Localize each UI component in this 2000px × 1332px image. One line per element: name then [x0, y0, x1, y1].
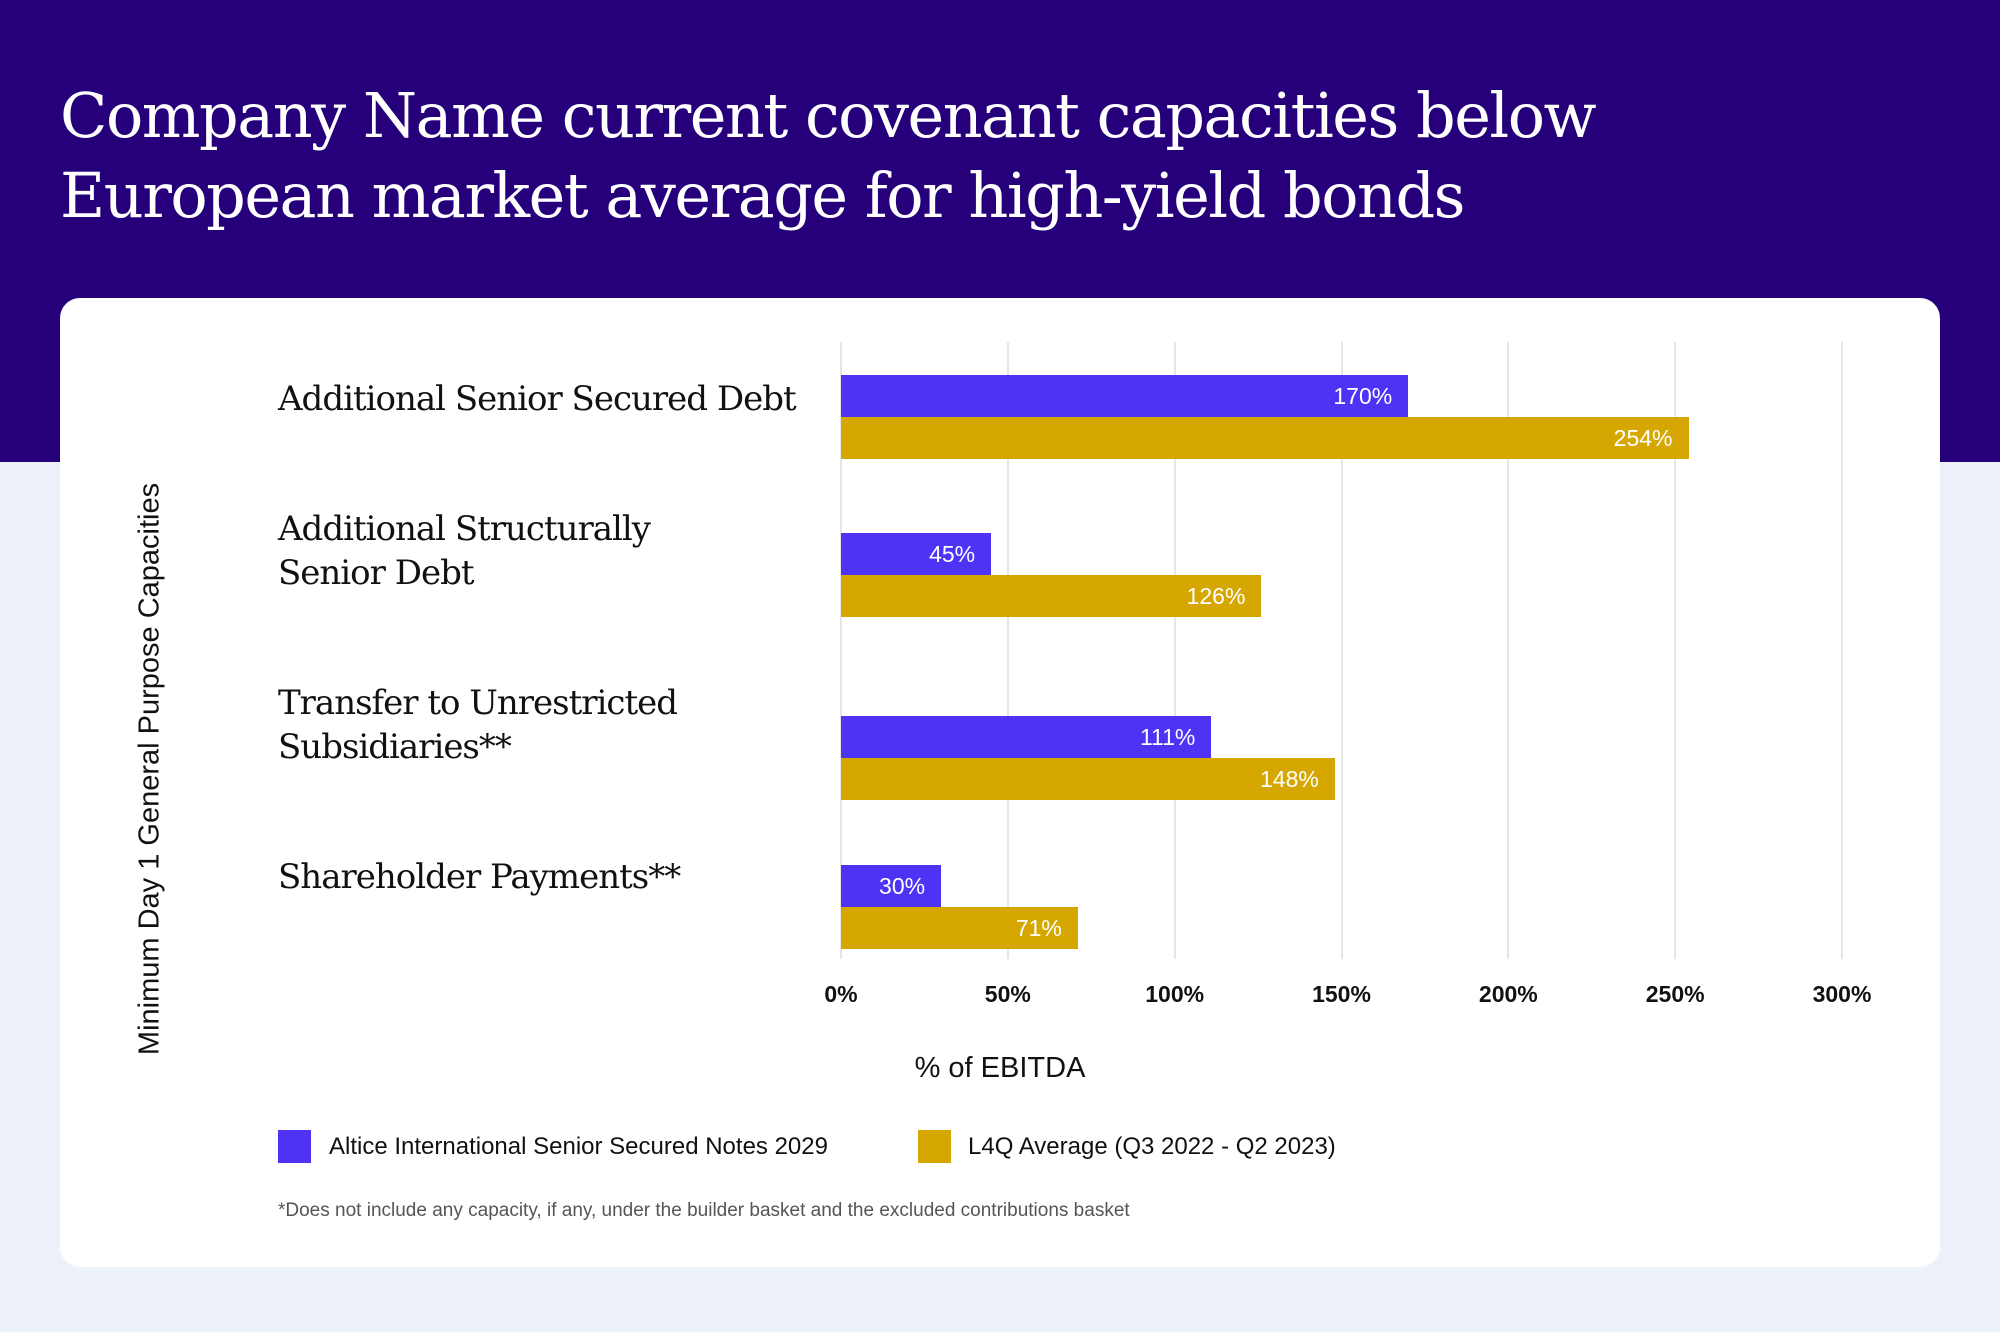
category-label-line: Additional Senior Secured Debt [278, 379, 797, 419]
bar-data-label: 30% [879, 873, 926, 899]
category-label-line: Transfer to Unrestricted [278, 683, 678, 723]
bar-series-1 [841, 375, 1409, 417]
legend-swatch-series-2 [918, 1130, 951, 1163]
bar-data-label: 148% [1259, 766, 1319, 792]
legend-label-series-1: Altice International Senior Secured Note… [329, 1133, 828, 1160]
bar-data-label: 45% [929, 541, 976, 567]
y-axis-title: Minimum Day 1 General Purpose Capacities [133, 482, 166, 1056]
bar-series-1 [841, 533, 992, 575]
category-label-line: Subsidiaries** [278, 727, 512, 767]
bar-data-label: 71% [1015, 915, 1062, 941]
x-tick-label: 300% [1812, 981, 1872, 1007]
category-label: Additional Structurally Senior Debt [278, 507, 651, 595]
bar-series-1 [841, 716, 1212, 758]
legend-label-series-2: L4Q Average (Q3 2022 - Q2 2023) [968, 1133, 1336, 1160]
bar-data-label: 254% [1613, 425, 1673, 451]
legend-swatch-series-1 [278, 1130, 311, 1163]
gridline [1340, 342, 1343, 959]
category-label: Shareholder Payments** [278, 855, 681, 899]
bar-series-2 [841, 907, 1078, 949]
title-line-2: European market average for high-yield b… [60, 159, 1465, 232]
gridline [840, 342, 842, 959]
title-line-1: Company Name current covenant capacities… [60, 79, 1597, 152]
gridline [1674, 342, 1677, 959]
bar-series-1 [841, 865, 942, 907]
x-tick-label: 150% [1312, 981, 1371, 1007]
bar-data-label: 111% [1139, 724, 1196, 750]
category-label-line: Additional Structurally [278, 509, 651, 549]
category-label-line: Senior Debt [278, 553, 475, 593]
footnote: *Does not include any capacity, if any, … [278, 1200, 1130, 1221]
bar-series-2 [841, 575, 1262, 617]
page-title: Company Name current covenant capacities… [60, 76, 1597, 236]
category-label-line: Shareholder Payments** [278, 857, 681, 897]
gridline [1006, 342, 1009, 959]
x-tick-label: 0% [824, 981, 858, 1007]
gridline [1507, 342, 1510, 959]
x-axis-title: % of EBITDA [914, 1052, 1086, 1084]
category-label: Transfer to Unrestricted Subsidiaries** [278, 681, 678, 769]
x-tick-label: 250% [1645, 981, 1705, 1007]
bar-data-label: 170% [1333, 383, 1393, 409]
bar-data-label: 126% [1186, 583, 1246, 609]
x-tick-label: 100% [1145, 981, 1205, 1007]
x-tick-label: 50% [984, 981, 1031, 1007]
bar-series-2 [841, 417, 1689, 459]
category-label: Additional Senior Secured Debt [278, 377, 797, 421]
bar-series-2 [841, 758, 1335, 800]
gridline [1841, 342, 1843, 959]
gridline [1173, 342, 1176, 959]
x-tick-label: 200% [1478, 981, 1538, 1007]
